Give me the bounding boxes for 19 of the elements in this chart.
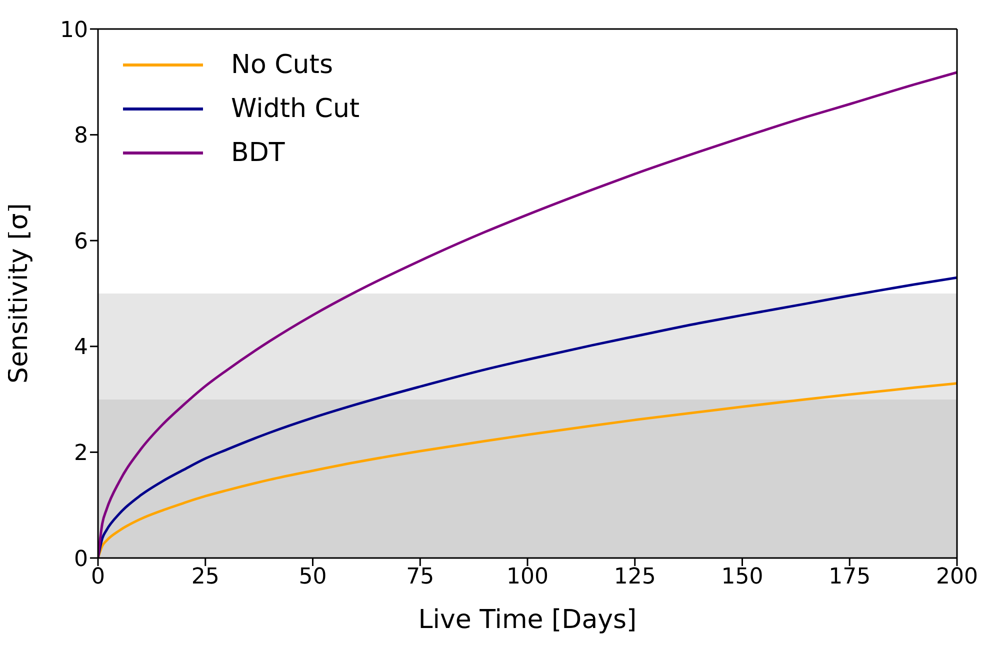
x-tick-label: 25	[191, 564, 220, 590]
y-tick-label: 6	[74, 229, 88, 254]
y-tick-label: 0	[74, 546, 88, 572]
y-tick-label: 2	[74, 441, 88, 466]
x-tick-label: 150	[721, 564, 764, 590]
x-tick-label: 100	[506, 564, 548, 590]
y-tick-label: 8	[74, 124, 88, 149]
x-tick-label: 75	[406, 564, 434, 590]
x-tick-label: 200	[936, 564, 978, 590]
x-tick-label: 50	[298, 564, 327, 590]
x-tick-label: 175	[828, 564, 871, 590]
y-tick-label: 4	[74, 335, 88, 360]
x-tick-label: 125	[614, 564, 656, 590]
x-axis-title: Live Time [Days]	[418, 605, 637, 635]
legend-label: No Cuts	[231, 50, 333, 80]
y-tick-label: 10	[60, 18, 88, 43]
x-tick-label: 0	[91, 564, 105, 590]
legend-label: BDT	[231, 138, 285, 168]
legend-label: Width Cut	[231, 94, 360, 124]
